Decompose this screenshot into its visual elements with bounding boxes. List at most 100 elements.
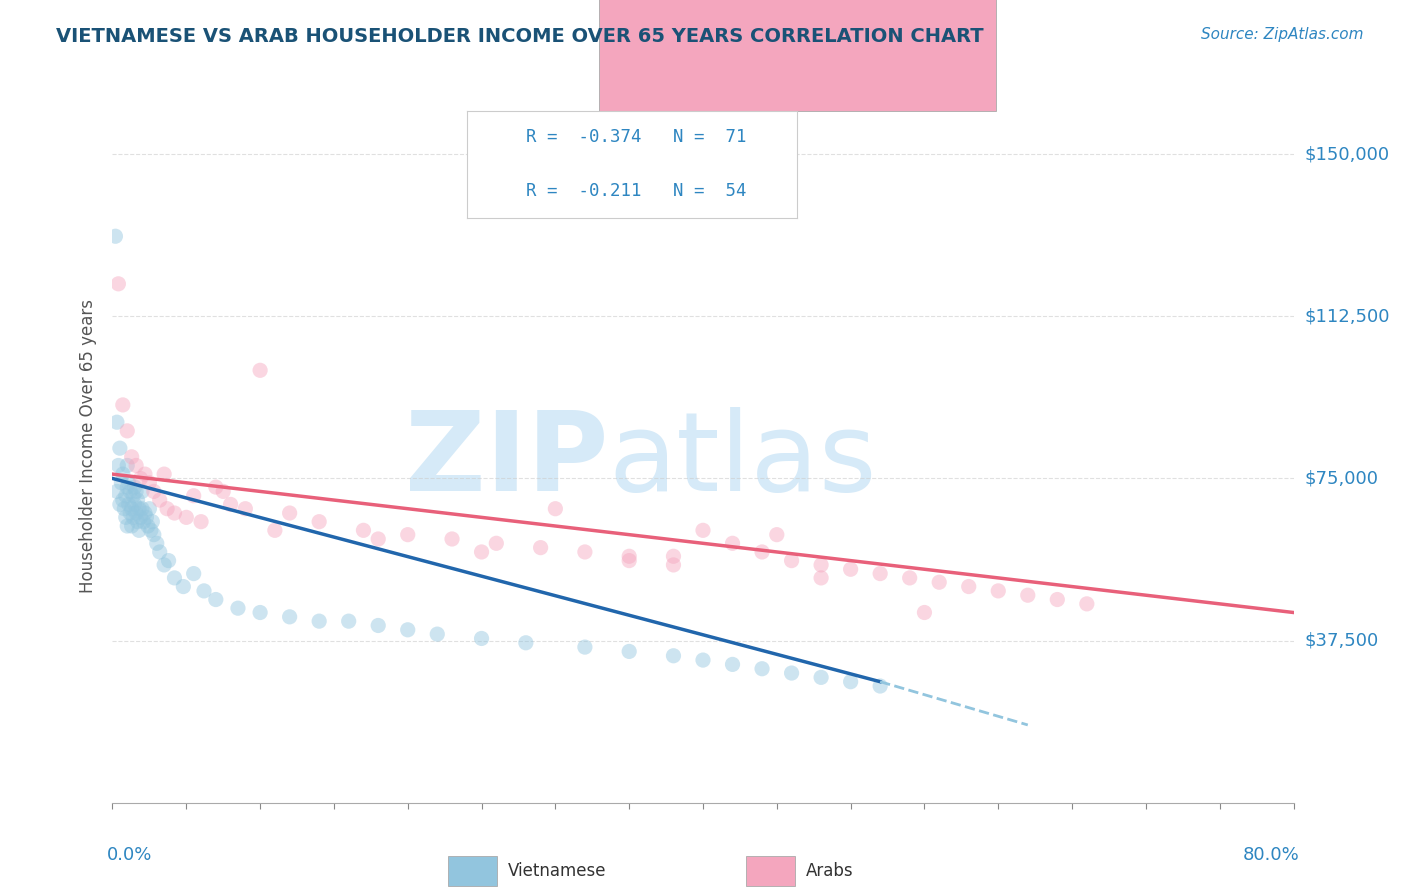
Text: 0.0%: 0.0%: [107, 846, 152, 863]
Point: [619, 644, 641, 658]
Point: [138, 475, 160, 490]
Point: [219, 497, 242, 511]
Point: [125, 506, 148, 520]
Point: [485, 536, 508, 550]
Point: [810, 558, 832, 572]
Point: [128, 524, 150, 538]
Point: [149, 545, 172, 559]
Point: [529, 541, 551, 555]
Point: [125, 458, 148, 473]
Point: [135, 510, 157, 524]
Point: [928, 575, 950, 590]
Point: [107, 458, 129, 473]
Point: [226, 601, 249, 615]
Point: [233, 501, 256, 516]
Point: [105, 415, 128, 429]
Point: [142, 484, 165, 499]
Point: [337, 614, 360, 628]
Text: $150,000: $150,000: [1305, 145, 1389, 163]
Point: [129, 471, 152, 485]
Point: [117, 458, 138, 473]
Text: atlas: atlas: [609, 407, 877, 514]
Point: [153, 558, 176, 572]
Point: [766, 527, 789, 541]
Point: [544, 501, 567, 516]
Point: [163, 571, 186, 585]
Point: [114, 489, 136, 503]
Point: [193, 583, 215, 598]
Point: [110, 475, 132, 490]
Point: [1076, 597, 1098, 611]
Point: [153, 467, 176, 482]
Point: [190, 515, 212, 529]
Point: [122, 510, 145, 524]
Point: [124, 497, 146, 511]
Point: [136, 519, 159, 533]
Text: $75,000: $75,000: [1305, 469, 1379, 487]
Point: [131, 501, 153, 516]
Point: [869, 679, 891, 693]
Point: [120, 506, 142, 520]
Point: [117, 519, 138, 533]
Point: [515, 636, 537, 650]
Point: [138, 501, 160, 516]
Point: [619, 553, 641, 567]
Point: [117, 480, 138, 494]
Point: [810, 571, 832, 585]
Point: [839, 562, 862, 576]
Point: [127, 515, 149, 529]
Point: [898, 571, 921, 585]
Point: [810, 670, 832, 684]
Point: [308, 515, 330, 529]
Point: [127, 493, 149, 508]
Y-axis label: Householder Income Over 65 years: Householder Income Over 65 years: [79, 299, 97, 593]
Point: [264, 524, 287, 538]
Point: [131, 484, 153, 499]
Point: [367, 618, 389, 632]
Point: [839, 674, 862, 689]
Point: [662, 558, 685, 572]
Point: [125, 484, 148, 499]
Point: [107, 277, 129, 291]
Point: [111, 493, 134, 508]
Point: [1046, 592, 1069, 607]
Point: [146, 536, 169, 550]
Point: [308, 614, 330, 628]
Point: [149, 493, 172, 508]
Point: [278, 506, 301, 520]
Point: [692, 653, 714, 667]
Point: [172, 580, 194, 594]
Point: [120, 484, 142, 499]
Point: [157, 553, 180, 567]
Point: [751, 545, 773, 559]
Point: [914, 606, 936, 620]
Point: [104, 229, 127, 244]
Point: [1017, 588, 1039, 602]
Point: [662, 648, 685, 663]
Point: [139, 524, 162, 538]
Point: [212, 484, 235, 499]
Point: [751, 662, 773, 676]
Point: [134, 467, 156, 482]
Point: [780, 553, 803, 567]
Point: [141, 515, 163, 529]
Point: [111, 467, 134, 482]
Point: [869, 566, 891, 581]
Point: [470, 632, 494, 646]
Point: [163, 506, 186, 520]
Point: [721, 536, 744, 550]
Point: [352, 524, 374, 538]
Point: [122, 489, 145, 503]
Text: $37,500: $37,500: [1305, 632, 1379, 649]
Point: [205, 480, 228, 494]
Point: [957, 580, 980, 594]
Point: [396, 527, 419, 541]
Point: [721, 657, 744, 672]
Point: [112, 501, 135, 516]
Text: VIETNAMESE VS ARAB HOUSEHOLDER INCOME OVER 65 YEARS CORRELATION CHART: VIETNAMESE VS ARAB HOUSEHOLDER INCOME OV…: [56, 27, 984, 45]
Point: [574, 640, 596, 654]
Point: [142, 527, 165, 541]
Point: [124, 480, 146, 494]
Point: [108, 441, 131, 455]
Point: [121, 450, 143, 464]
